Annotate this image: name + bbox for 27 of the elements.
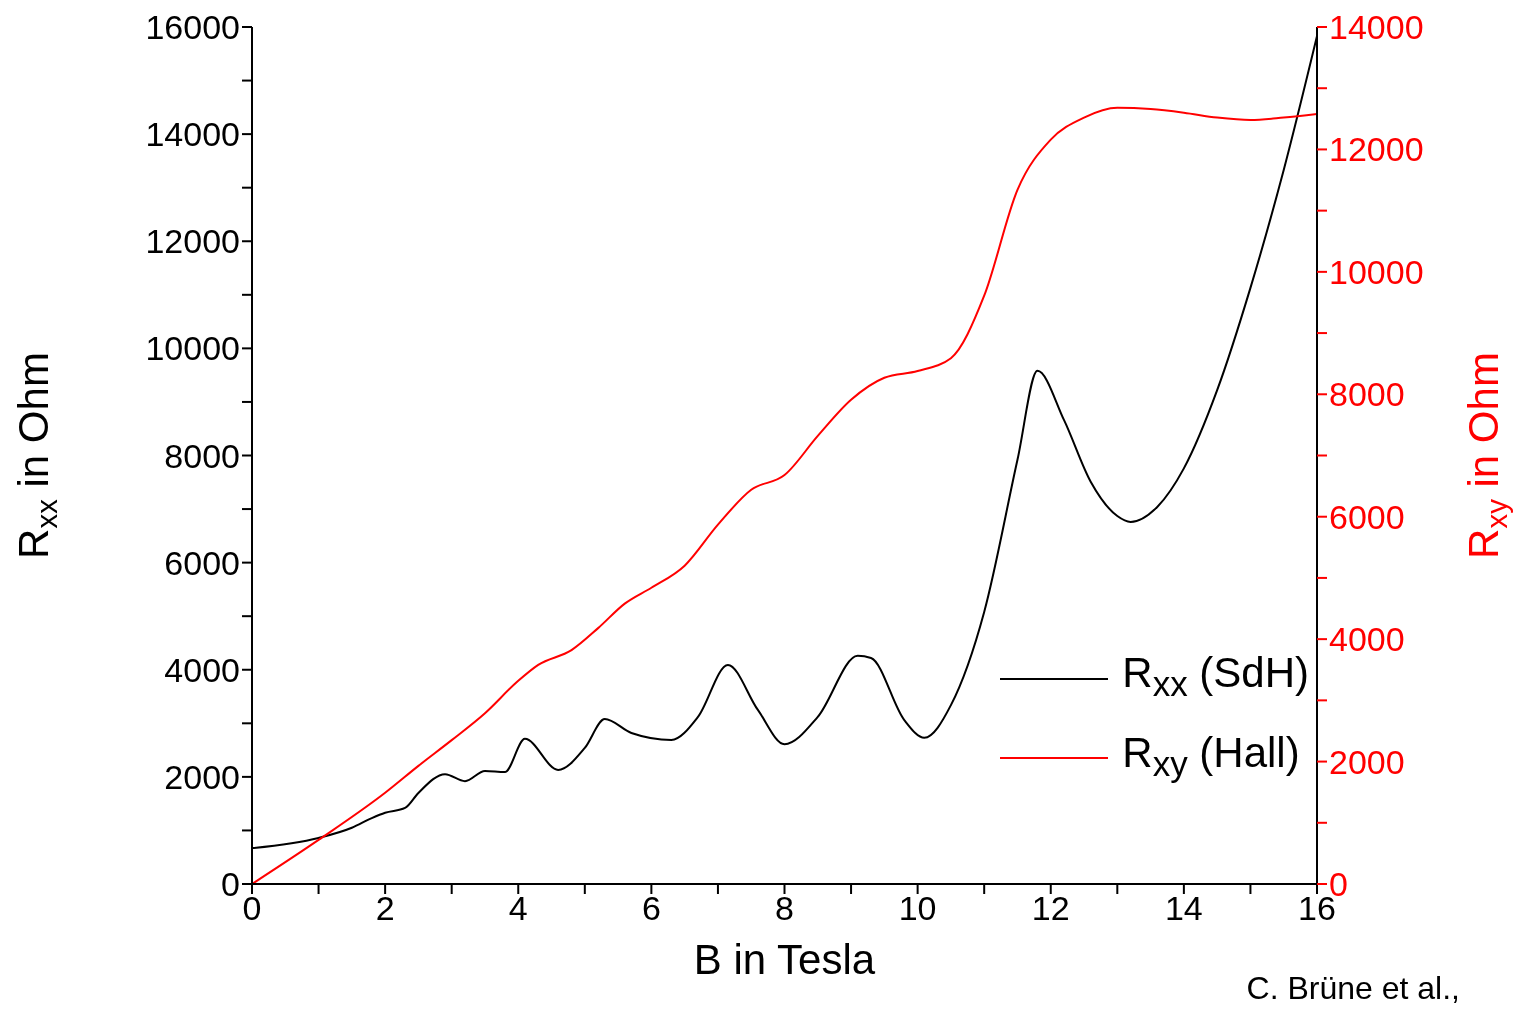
x-tick-label: 10 [898, 889, 937, 928]
y-tick-label: 4000 [164, 650, 240, 689]
legend-label: R$_{xx}$ (SdH) [1122, 648, 1309, 706]
y-tick-label: 10000 [145, 329, 240, 368]
y2-tick-label: 8000 [1329, 375, 1405, 414]
x-tick-label: 6 [641, 889, 661, 928]
y2-tick-label: 10000 [1329, 252, 1424, 291]
y-tick-label: 0 [221, 865, 240, 904]
legend-label: R$_{xy}$ (Hall) [1122, 727, 1300, 785]
y2-tick-label: 6000 [1329, 497, 1405, 536]
y-tick-label: 14000 [145, 115, 240, 154]
y2-tick-label: 4000 [1329, 620, 1405, 659]
y-tick-label: 6000 [164, 543, 240, 582]
y-tick-label: 12000 [145, 222, 240, 261]
y-tick-label: 2000 [164, 757, 240, 796]
x-tick-label: 8 [775, 889, 794, 928]
y2-tick-label: 12000 [1329, 130, 1424, 169]
x-tick-label: 4 [508, 889, 528, 928]
x-tick-label: 14 [1164, 889, 1203, 928]
y-tick-label: 8000 [164, 436, 240, 475]
x-tick-label: 12 [1031, 889, 1070, 928]
x-axis-title: B in Tesla [693, 936, 876, 983]
y2-tick-label: 14000 [1329, 8, 1424, 47]
y2-tick-label: 2000 [1329, 742, 1405, 781]
text: C. Brüne et al., [1246, 970, 1460, 1007]
x-tick-label: 2 [375, 889, 395, 928]
y-tick-label: 16000 [145, 8, 240, 47]
